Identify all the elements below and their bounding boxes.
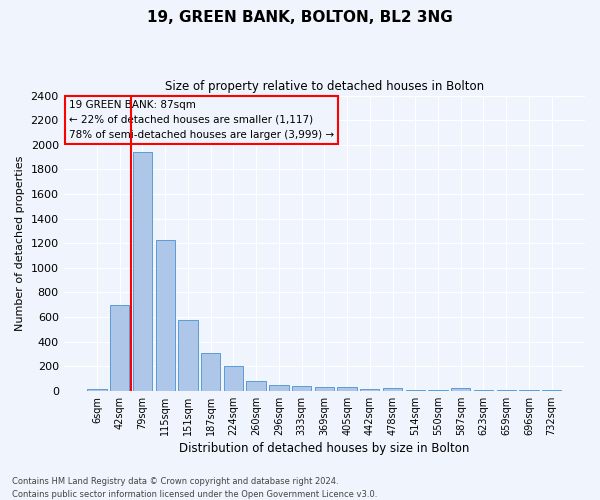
Bar xyxy=(133,152,152,391)
Bar xyxy=(497,390,516,391)
Bar xyxy=(247,381,266,391)
Bar xyxy=(406,390,425,391)
Bar xyxy=(383,388,402,391)
Bar xyxy=(110,304,130,391)
Text: 19 GREEN BANK: 87sqm
← 22% of detached houses are smaller (1,117)
78% of semi-de: 19 GREEN BANK: 87sqm ← 22% of detached h… xyxy=(69,100,334,140)
Text: 19, GREEN BANK, BOLTON, BL2 3NG: 19, GREEN BANK, BOLTON, BL2 3NG xyxy=(147,10,453,25)
Bar xyxy=(360,388,379,391)
Y-axis label: Number of detached properties: Number of detached properties xyxy=(15,156,25,331)
Bar xyxy=(269,385,289,391)
Bar xyxy=(474,390,493,391)
Bar xyxy=(155,240,175,391)
Bar xyxy=(451,388,470,391)
Bar xyxy=(428,390,448,391)
Bar xyxy=(178,320,197,391)
Bar xyxy=(88,389,107,391)
Bar xyxy=(292,386,311,391)
Bar xyxy=(519,390,539,391)
X-axis label: Distribution of detached houses by size in Bolton: Distribution of detached houses by size … xyxy=(179,442,470,455)
Bar xyxy=(542,390,562,391)
Bar xyxy=(337,388,357,391)
Bar xyxy=(201,354,220,391)
Text: Contains HM Land Registry data © Crown copyright and database right 2024.
Contai: Contains HM Land Registry data © Crown c… xyxy=(12,478,377,499)
Bar xyxy=(314,387,334,391)
Title: Size of property relative to detached houses in Bolton: Size of property relative to detached ho… xyxy=(165,80,484,93)
Bar xyxy=(224,366,243,391)
